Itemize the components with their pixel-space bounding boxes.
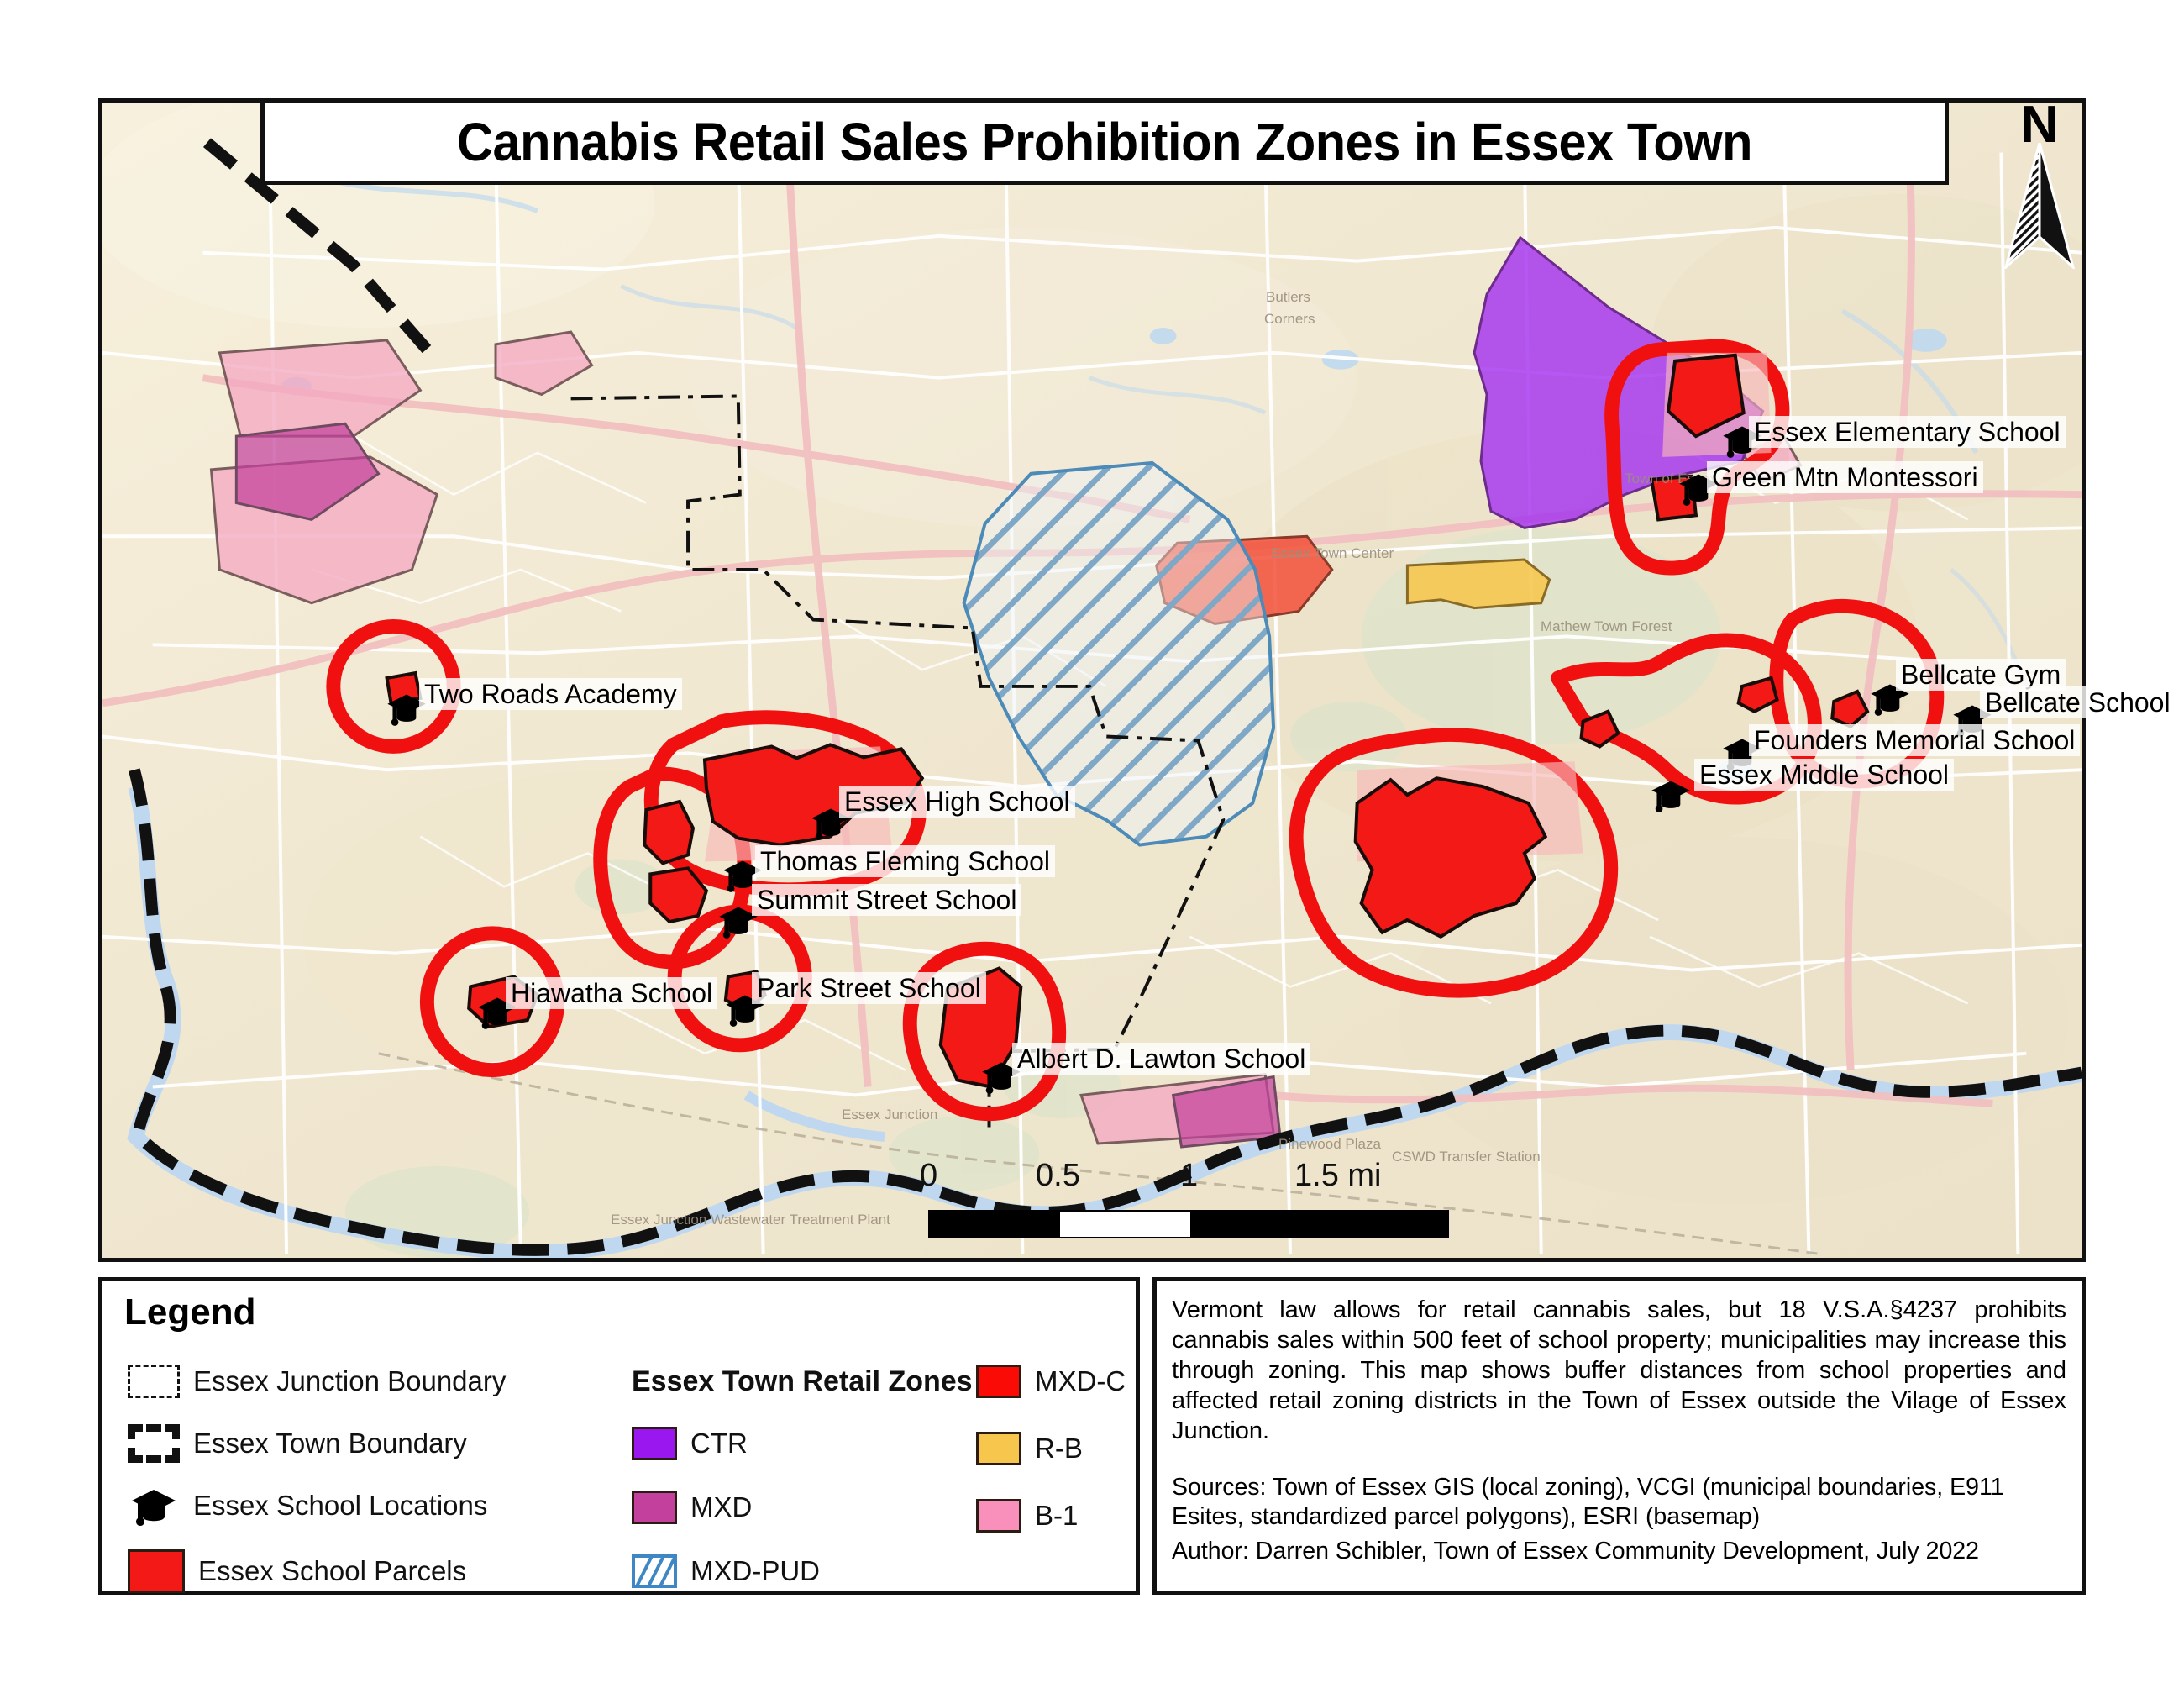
dash-dot-rectangle-icon bbox=[128, 1365, 180, 1398]
info-spacer bbox=[1172, 1451, 2066, 1473]
graduation-cap-icon bbox=[982, 1062, 1021, 1094]
school-label: Hiawatha School bbox=[506, 977, 718, 1009]
school-marker[interactable] bbox=[979, 1056, 1024, 1101]
school-label: Founders Memorial School bbox=[1749, 724, 2081, 756]
legend-label: MXD-PUD bbox=[690, 1555, 820, 1586]
legend-subheading: Essex Town Retail Zones bbox=[632, 1365, 973, 1397]
ctr-swatch-icon bbox=[632, 1427, 677, 1460]
info-author: Author: Darren Schibler, Town of Essex C… bbox=[1172, 1538, 1980, 1564]
legend-label: Essex Town Boundary bbox=[193, 1428, 467, 1459]
basemap-place-label: Mathew Town Forest bbox=[1541, 618, 1672, 634]
scale-bar-segment bbox=[1060, 1212, 1190, 1237]
basemap-place-label: Essex Junction bbox=[842, 1107, 938, 1123]
legend-zone-column-left: Essex Town Retail Zones CTR MXD bbox=[632, 1355, 973, 1597]
scale-bar: 0 0.5 1 1.5 mi bbox=[920, 1158, 1466, 1252]
basemap-place-label: Essex Town Center bbox=[1271, 545, 1394, 561]
legend-item-rb: R-B bbox=[976, 1422, 1144, 1475]
legend-panel: Legend Essex Junction Boundary Essex Tow… bbox=[98, 1277, 1140, 1595]
school-label: Green Mtn Montessori bbox=[1707, 461, 1983, 493]
info-body: Vermont law allows for retail cannabis s… bbox=[1172, 1296, 2066, 1444]
school-marker[interactable] bbox=[1719, 420, 1765, 465]
basemap-place-label: Butlers bbox=[1266, 289, 1310, 305]
north-letter: N bbox=[2020, 96, 2059, 154]
graduation-cap-icon bbox=[719, 907, 758, 939]
school-label: Essex Middle School bbox=[1694, 759, 1955, 791]
legend-label: Essex School Locations bbox=[193, 1490, 488, 1521]
legend-item-school-parcels: Essex School Parcels bbox=[128, 1545, 615, 1597]
legend-label: R-B bbox=[1035, 1433, 1083, 1464]
school-label: Thomas Fleming School bbox=[755, 845, 1056, 877]
legend-label: Essex Junction Boundary bbox=[193, 1365, 507, 1396]
map-frame[interactable]: Butlers Corners Town of Essex Essex Town Ce… bbox=[98, 98, 2086, 1262]
info-sources: Sources: Town of Essex GIS (local zoning… bbox=[1172, 1474, 2004, 1530]
mxd-c-swatch-icon bbox=[976, 1365, 1021, 1398]
basemap-place-label: Essex Junction Wastewater Treatment Plan… bbox=[611, 1212, 890, 1228]
north-arrow: N bbox=[1998, 99, 2082, 276]
legend-zone-column-right: MXD-C R-B B-1 bbox=[976, 1355, 1144, 1542]
legend-label: Essex School Parcels bbox=[198, 1555, 467, 1586]
school-label: Summit Street School bbox=[752, 884, 1022, 916]
scale-tick-0: 0 bbox=[920, 1158, 938, 1193]
legend-item-b1: B-1 bbox=[976, 1490, 1144, 1542]
red-square-icon bbox=[128, 1549, 185, 1593]
legend-item-mxd-pud: MXD-PUD bbox=[632, 1545, 884, 1597]
basemap-place-label: Pinewood Plaza bbox=[1278, 1136, 1381, 1152]
school-marker[interactable] bbox=[720, 855, 765, 899]
basemap-place-label: Corners bbox=[1264, 311, 1315, 327]
school-label: Two Roads Academy bbox=[419, 678, 682, 710]
legend-subheading-row: Essex Town Retail Zones bbox=[632, 1355, 973, 1407]
mxd-pud-swatch-icon bbox=[632, 1554, 677, 1588]
graduation-cap-icon bbox=[387, 694, 426, 726]
zone-mxd bbox=[234, 422, 1282, 1149]
legend-item-mxd-c: MXD-C bbox=[976, 1355, 1144, 1407]
graduation-cap-icon bbox=[1871, 684, 1909, 716]
scale-tick-2: 1 bbox=[1180, 1158, 1199, 1193]
graduation-cap-icon bbox=[1723, 426, 1761, 458]
b1-swatch-icon bbox=[976, 1499, 1021, 1533]
rb-swatch-icon bbox=[976, 1432, 1021, 1465]
legend-item-junction-boundary: Essex Junction Boundary bbox=[128, 1355, 615, 1407]
legend-label: CTR bbox=[690, 1428, 748, 1459]
essex-town-boundary-south bbox=[129, 768, 2082, 1256]
school-marker[interactable] bbox=[384, 688, 429, 733]
essex-town-boundary bbox=[202, 138, 442, 365]
zone-mxd-pud bbox=[962, 460, 1276, 847]
graduation-cap-icon bbox=[723, 860, 762, 892]
page-title: Cannabis Retail Sales Prohibition Zones … bbox=[457, 112, 1752, 172]
legend-title: Legend bbox=[124, 1291, 256, 1333]
map-title-box: Cannabis Retail Sales Prohibition Zones … bbox=[260, 99, 1949, 185]
school-parcels bbox=[385, 353, 1870, 1089]
scale-bar-graphic bbox=[928, 1210, 1449, 1238]
graduation-cap-icon bbox=[132, 1490, 176, 1526]
school-label: Albert D. Lawton School bbox=[1012, 1043, 1311, 1075]
school-label: Essex Elementary School bbox=[1749, 416, 2066, 448]
legend-symbol-column: Essex Junction Boundary Essex Town Bound… bbox=[128, 1355, 615, 1597]
legend-item-school-locations: Essex School Locations bbox=[128, 1480, 615, 1532]
legend-item-mxd: MXD bbox=[632, 1481, 884, 1533]
scale-tick-1: 0.5 bbox=[1036, 1158, 1080, 1193]
school-label: Essex High School bbox=[839, 786, 1075, 818]
legend-item-ctr: CTR bbox=[632, 1417, 884, 1470]
legend-label: B-1 bbox=[1035, 1500, 1079, 1531]
legend-item-town-boundary: Essex Town Boundary bbox=[128, 1417, 615, 1470]
school-label: Bellcate School bbox=[1980, 686, 2176, 718]
graduation-cap-icon bbox=[1651, 781, 1690, 812]
thick-dashed-rectangle-icon bbox=[128, 1424, 180, 1463]
map-canvas[interactable] bbox=[102, 103, 2082, 1258]
legend-label: MXD-C bbox=[1035, 1365, 1126, 1396]
school-label: Park Street School bbox=[752, 972, 986, 1004]
mxd-swatch-icon bbox=[632, 1491, 677, 1524]
essex-junction-boundary bbox=[570, 394, 1226, 1133]
school-label: Bellcate Gym bbox=[1896, 659, 2066, 691]
school-marker[interactable] bbox=[716, 901, 761, 945]
scale-tick-3: 1.5 mi bbox=[1294, 1158, 1382, 1193]
north-arrow-icon bbox=[2004, 143, 2075, 269]
basemap-place-label: CSWD Transfer Station bbox=[1392, 1149, 1541, 1165]
school-marker[interactable] bbox=[1648, 775, 1693, 819]
legend-label: MXD bbox=[690, 1491, 753, 1522]
zone-rb bbox=[1405, 558, 1551, 610]
school-marker[interactable] bbox=[1867, 678, 1913, 723]
info-panel: Vermont law allows for retail cannabis s… bbox=[1152, 1277, 2086, 1595]
